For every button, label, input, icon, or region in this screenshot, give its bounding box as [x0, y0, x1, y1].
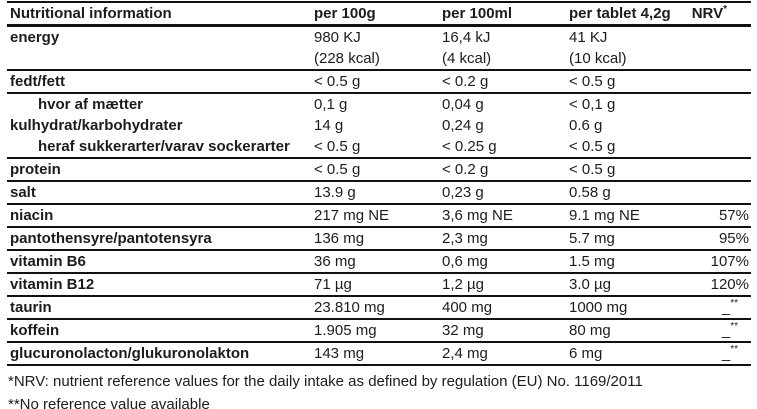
cell-per-tablet: 1.5 mg: [569, 250, 682, 274]
cell-per-tablet: 0.6 g: [569, 117, 603, 134]
cell-per-100g: 23.810 mg: [314, 296, 442, 320]
table-row: fedt/fett < 0.5 g < 0.2 g < 0.5 g: [7, 70, 751, 94]
cell-per-100ml: 0,24 g: [442, 117, 484, 134]
cell-per-100ml: 2,4 mg: [442, 342, 569, 366]
cell-per-100ml: 0,23 g: [442, 181, 569, 205]
header-row: Nutritional information per 100g per 100…: [7, 1, 751, 27]
row-label: hvor af mætter: [38, 96, 144, 113]
table-row: energy 980 KJ (228 kcal) 16,4 kJ (4 kcal) 41 …: [7, 25, 751, 71]
cell-per-100g: < 0.5 g: [314, 136, 442, 159]
cell-nrv: 95%: [682, 227, 751, 251]
cell-per-tablet: 0.58 g: [569, 181, 682, 205]
cell-per-tablet: 9.1 mg NE: [569, 204, 682, 228]
cell-per-100ml: < 0.2 g: [442, 70, 569, 94]
cell-per-100g: 136 mg: [314, 227, 442, 251]
cell-per-100ml: < 0.25 g: [442, 136, 569, 159]
cell-per-tablet: 3.0 µg: [569, 273, 682, 297]
row-label: salt: [7, 181, 314, 205]
row-label: fedt/fett: [7, 70, 314, 94]
cell-nrv: [682, 93, 751, 115]
row-label: niacin: [7, 204, 314, 228]
cell-nrv: _**: [682, 342, 751, 366]
cell-per-tablet: < 0,1 g: [569, 96, 616, 113]
cell-per-100g: 71 µg: [314, 273, 442, 297]
cell-per-100g: 14 g: [314, 117, 344, 134]
cell-per-100g: 0,1 g: [314, 96, 348, 113]
table-row: koffein 1.905 mg 32 mg 80 mg _**: [7, 319, 751, 343]
footnotes: *NRV: nutrient reference values for the …: [8, 370, 757, 409]
cell-nrv: _**: [682, 296, 751, 320]
col-header-per-100g: per 100g: [314, 1, 442, 27]
cell-per-100ml: 1,2 µg: [442, 273, 569, 297]
cell-per-100g: < 0.5 g: [314, 70, 442, 94]
table-row: salt 13.9 g 0,23 g 0.58 g: [7, 181, 751, 205]
row-label: energy: [7, 25, 314, 71]
row-label: vitamin B6: [7, 250, 314, 274]
cell-per-tablet: < 0.5 g: [569, 158, 682, 182]
nutrition-table: Nutritional information per 100g per 100…: [7, 1, 751, 366]
cell-nrv: 120%: [682, 273, 751, 297]
table-row: vitamin B6 36 mg 0,6 mg 1.5 mg 107%: [7, 250, 751, 274]
cell-nrv: [682, 25, 751, 71]
cell-per-tablet: 41 KJ (10 kcal): [569, 25, 682, 71]
cell-per-100ml: < 0.2 g: [442, 158, 569, 182]
row-label: pantothensyre/pantotensyra: [7, 227, 314, 251]
cell-nrv: [682, 70, 751, 94]
table-row: hvor af mætter 0,1 g 0,04 g < 0,1 g: [7, 93, 751, 115]
col-header-nrv: NRV*: [682, 1, 751, 27]
table-row: heraf sukkerarter/varav sockerarter < 0.5…: [7, 136, 751, 159]
cell-nrv: 107%: [682, 250, 751, 274]
cell-per-100g: 980 KJ (228 kcal): [314, 25, 442, 71]
cell-per-100ml: 3,6 mg NE: [442, 204, 569, 228]
row-label: taurin: [7, 296, 314, 320]
cell-per-tablet: 80 mg: [569, 319, 682, 343]
cell-nrv: [682, 136, 751, 159]
footnote-nrv-definition: *NRV: nutrient reference values for the …: [8, 373, 643, 390]
cell-per-tablet: 1000 mg: [569, 296, 682, 320]
cell-per-tablet: 6 mg: [569, 342, 682, 366]
cell-per-100g: < 0.5 g: [314, 158, 442, 182]
table-row: kulhydrat/karbohydrater 14 g 0,24 g 0.6 g: [7, 115, 751, 136]
cell-per-100ml: 0,6 mg: [442, 250, 569, 274]
col-header-per-tablet: per tablet 4,2g: [569, 1, 682, 27]
row-label: vitamin B12: [7, 273, 314, 297]
table-row: niacin 217 mg NE 3,6 mg NE 9.1 mg NE 57%: [7, 204, 751, 228]
cell-per-tablet: < 0.5 g: [569, 136, 682, 159]
cell-per-100g: 1.905 mg: [314, 319, 442, 343]
cell-per-100ml: 400 mg: [442, 296, 569, 320]
cell-per-100g: 217 mg NE: [314, 204, 442, 228]
cell-per-100g: 13.9 g: [314, 181, 442, 205]
cell-per-100ml: 0,04 g: [442, 96, 484, 113]
row-label: koffein: [7, 319, 314, 343]
cell-per-tablet: 5.7 mg: [569, 227, 682, 251]
cell-nrv: [682, 115, 751, 136]
table-row: glucuronolacton/glukuronolakton 143 mg 2,4…: [7, 342, 751, 366]
cell-per-100g: 36 mg: [314, 250, 442, 274]
row-label: glucuronolacton/glukuronolakton: [7, 342, 314, 366]
table-row: vitamin B12 71 µg 1,2 µg 3.0 µg 120%: [7, 273, 751, 297]
cell-per-100ml: 2,3 mg: [442, 227, 569, 251]
row-label: heraf sukkerarter/varav sockerarter: [7, 136, 314, 159]
cell-nrv: _**: [682, 319, 751, 343]
footnote-no-reference-value: **No reference value available: [8, 396, 210, 409]
cell-nrv: [682, 158, 751, 182]
cell-per-100ml: 32 mg: [442, 319, 569, 343]
row-label: kulhydrat/karbohydrater: [10, 117, 183, 134]
col-header-nutritional-information: Nutritional information: [7, 1, 314, 27]
cell-nrv: [682, 181, 751, 205]
col-header-per-100ml: per 100ml: [442, 1, 569, 27]
cell-per-100ml: 16,4 kJ (4 kcal): [442, 25, 569, 71]
nutrition-table-body: energy 980 KJ (228 kcal) 16,4 kJ (4 kcal) 41 …: [7, 25, 751, 366]
row-label: protein: [7, 158, 314, 182]
table-row: pantothensyre/pantotensyra 136 mg 2,3 mg 5.…: [7, 227, 751, 251]
cell-per-tablet: < 0.5 g: [569, 70, 682, 94]
cell-nrv: 57%: [682, 204, 751, 228]
cell-per-100g: 143 mg: [314, 342, 442, 366]
table-row: taurin 23.810 mg 400 mg 1000 mg _**: [7, 296, 751, 320]
table-row: protein < 0.5 g < 0.2 g < 0.5 g: [7, 158, 751, 182]
